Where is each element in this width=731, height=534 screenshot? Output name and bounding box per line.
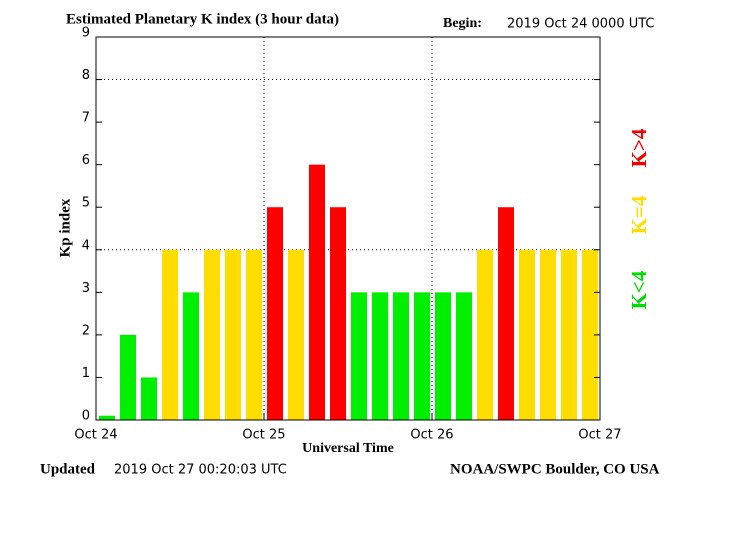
y-tick-label: 6: [82, 153, 90, 168]
x-tick-label: Oct 26: [410, 428, 453, 443]
y-tick-label: 2: [82, 323, 90, 338]
updated-label: Updated: [40, 461, 96, 477]
y-tick-label: 1: [82, 366, 90, 381]
bar: [435, 292, 451, 420]
bar: [393, 292, 409, 420]
bar: [372, 292, 388, 420]
bar: [309, 164, 325, 420]
updated-date: 2019 Oct 27 00:20:03 UTC: [114, 463, 287, 478]
legend-label: K=4: [627, 195, 651, 234]
bar: [519, 249, 535, 420]
y-tick-label: 7: [82, 111, 90, 126]
legend-label: K>4: [627, 128, 651, 167]
bar: [204, 249, 220, 420]
bar: [456, 292, 472, 420]
bar: [288, 249, 304, 420]
plot-frame: [95, 36, 601, 421]
x-tick-label: Oct 24: [74, 428, 117, 443]
bar: [246, 249, 262, 420]
y-tick-label: 0: [82, 409, 90, 424]
bar: [351, 292, 367, 420]
y-tick-label: 4: [82, 238, 90, 253]
x-axis-label: Universal Time: [302, 441, 394, 456]
bar: [561, 249, 577, 420]
bar: [120, 334, 136, 420]
bar: [225, 249, 241, 420]
chart-title: Estimated Planetary K index (3 hour data…: [66, 11, 339, 27]
legend-label: K<4: [627, 270, 651, 309]
y-tick-label: 9: [82, 26, 90, 41]
bar: [99, 415, 115, 420]
bar: [162, 249, 178, 420]
y-tick-label: 3: [82, 281, 90, 296]
bar: [498, 207, 514, 420]
y-tick-label: 5: [82, 196, 90, 211]
bar: [141, 377, 157, 420]
bar: [330, 207, 346, 420]
bar: [183, 292, 199, 420]
y-axis-label: Kp index: [57, 198, 73, 257]
bar: [414, 292, 430, 420]
bar: [540, 249, 556, 420]
x-tick-label: Oct 27: [578, 428, 621, 443]
begin-date: 2019 Oct 24 0000 UTC: [507, 17, 655, 32]
credit: NOAA/SWPC Boulder, CO USA: [450, 461, 660, 477]
begin-label: Begin:: [443, 16, 482, 31]
x-tick-label: Oct 25: [242, 428, 285, 443]
bar: [477, 249, 493, 420]
bar: [267, 207, 283, 420]
y-tick-label: 8: [82, 68, 90, 83]
